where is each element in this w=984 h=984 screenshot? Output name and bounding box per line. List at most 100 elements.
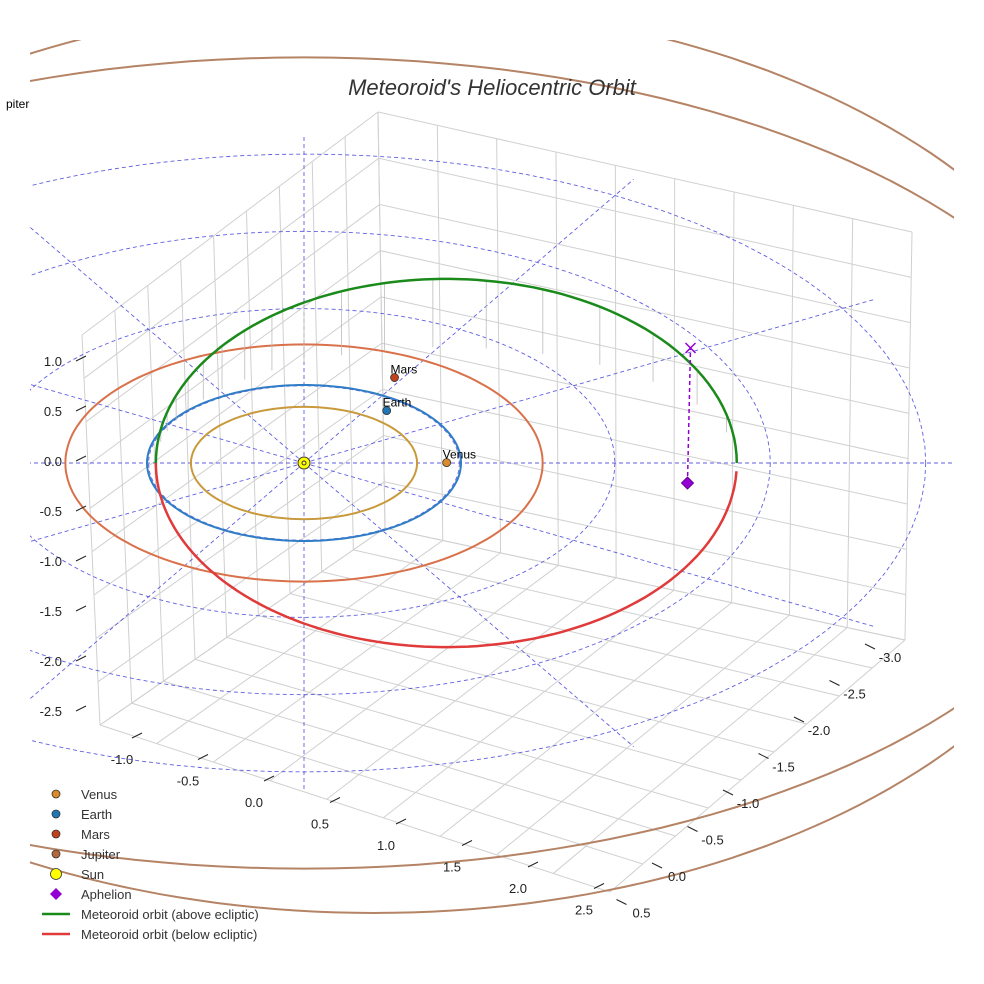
clipped-jupiter-label: piter	[6, 97, 29, 111]
wall-grid-line	[344, 136, 354, 550]
x-tick	[616, 899, 627, 905]
x-tick	[651, 862, 663, 869]
polar-spoke	[303, 462, 634, 748]
legend-marker	[51, 829, 61, 839]
wall-grid-line	[846, 218, 854, 628]
earth-label: Earth	[383, 396, 412, 410]
legend-marker	[51, 789, 61, 799]
z-tick-label: -1.0	[40, 554, 62, 569]
wall-grid-line	[93, 388, 383, 596]
y-tick-label: 2.0	[509, 881, 527, 896]
wall-grid-line	[788, 205, 794, 616]
wall-grid-line	[311, 161, 323, 572]
legend-marker	[50, 868, 62, 880]
y-tick	[461, 840, 473, 846]
z-tick-label: 0.0	[44, 454, 62, 469]
wall-grid-line	[114, 310, 133, 704]
wall-grid-line	[383, 435, 907, 550]
floor-grid-line	[269, 564, 559, 782]
floor-grid-line	[213, 552, 501, 763]
z-tick	[75, 505, 87, 512]
legend-marker	[51, 809, 61, 819]
z-tick-label: -2.5	[40, 704, 62, 719]
floor-grid-line	[163, 680, 676, 837]
floor-grid-line	[131, 702, 643, 865]
floor-grid-line	[553, 627, 848, 874]
orbit-venus	[190, 405, 418, 521]
mars-label: Mars	[391, 363, 418, 377]
wall-grid-line	[496, 138, 502, 553]
meteoroid-orbit-below	[154, 463, 738, 649]
legend-label: Jupiter	[81, 847, 121, 862]
venus-marker	[442, 458, 452, 468]
polar-spoke	[30, 383, 305, 464]
axis-ticks: 1.0 0.5 0.0 -0.5 -1.0 -1.5 -2.0 -2.5 -1.0 -0.5 0.0…	[40, 354, 902, 921]
wall-grid-line	[95, 435, 384, 639]
z-tick-label: 1.0	[44, 354, 62, 369]
legend-item: Meteoroid orbit (below ecliptic)	[42, 927, 257, 942]
y-tick	[527, 861, 539, 868]
aphelion-drop-line	[686, 347, 692, 484]
y-tick-label: 2.5	[575, 903, 593, 918]
legend-item: Meteoroid orbit (above ecliptic)	[42, 907, 259, 922]
y-tick	[197, 754, 209, 760]
aphelion-diamond	[680, 476, 695, 490]
floor-grid-line	[496, 614, 790, 856]
y-tick	[329, 797, 341, 803]
wall-grid-line	[81, 111, 379, 336]
x-tick-label: -3.0	[879, 650, 901, 665]
z-tick	[75, 555, 87, 562]
legend-label: Earth	[81, 807, 112, 822]
orbit-jupiter	[30, 56, 954, 870]
y-tick-label: 0.0	[245, 795, 263, 810]
wall-grid-line	[180, 260, 196, 660]
legend-marker	[50, 888, 62, 900]
legend-item: Aphelion	[50, 887, 132, 902]
wall-grid-line	[436, 125, 444, 541]
x-tick-label: -2.0	[808, 723, 830, 738]
x-tick-label: 0.5	[632, 906, 650, 921]
wall-grid-line	[87, 250, 381, 466]
wall-grid-line	[904, 231, 913, 641]
x-tick-label: -2.5	[843, 687, 865, 702]
x-tick-label: -1.5	[772, 760, 794, 775]
floor-grid-line	[383, 589, 675, 819]
orbit-mars	[64, 343, 544, 583]
orbit-jupiter-outer	[30, 40, 954, 915]
x-tick-label: 0.0	[668, 869, 686, 884]
wall-grid-line	[91, 342, 383, 553]
z-tick	[75, 355, 87, 362]
wall-grid-line	[83, 157, 380, 379]
y-tick	[263, 775, 275, 782]
wall-grid-line	[614, 165, 617, 578]
x-tick	[722, 789, 734, 796]
z-tick	[75, 405, 87, 412]
wall-grid-line	[377, 111, 386, 529]
z-tick	[75, 705, 87, 712]
polar-spoke	[30, 226, 305, 464]
floor-grid-line	[289, 593, 807, 725]
floor-grid-line	[194, 658, 709, 809]
legend-item: Earth	[51, 807, 112, 822]
meteoroid-orbit-above	[154, 277, 739, 464]
floor-grid-line	[326, 577, 617, 800]
y-tick	[593, 883, 605, 889]
wall-grid-line	[731, 191, 735, 603]
mars-marker	[390, 373, 399, 382]
chart-title: Meteoroid's Heliocentric Orbit	[348, 75, 637, 100]
wall-grid-line	[673, 178, 676, 591]
pane-grid	[81, 111, 913, 893]
wall-grid-line	[382, 388, 908, 505]
legend-label: Sun	[81, 867, 104, 882]
floor-grid-line	[609, 639, 906, 893]
y-tick-label: 1.0	[377, 838, 395, 853]
x-tick	[793, 716, 805, 723]
sun-core	[301, 460, 307, 466]
legend-label: Aphelion	[81, 887, 132, 902]
sun-marker	[297, 456, 311, 470]
floor-grid-line	[156, 540, 444, 744]
polar-spoke	[303, 462, 876, 628]
polar-spoke	[303, 298, 876, 464]
polar-circle	[30, 230, 771, 696]
